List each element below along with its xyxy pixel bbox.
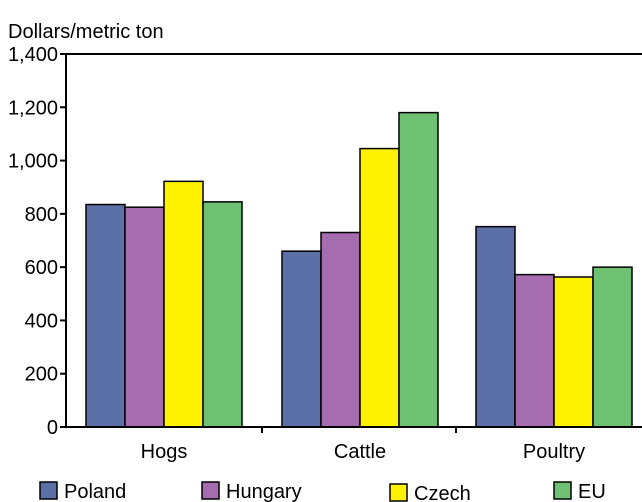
legend-label-poland: Poland bbox=[64, 481, 126, 502]
legend: Poland Hungary Czech EU bbox=[39, 481, 606, 502]
legend-swatch-eu bbox=[553, 481, 572, 500]
bars-layer bbox=[85, 111, 633, 428]
bar-cattle-poland bbox=[281, 250, 322, 428]
y-tick-label: 400 bbox=[25, 310, 58, 332]
y-axis-label: Dollars/metric ton bbox=[8, 21, 164, 43]
legend-swatch-czech bbox=[389, 483, 408, 502]
bar-poultry-hungary bbox=[514, 273, 555, 428]
y-tick-label: 200 bbox=[25, 364, 58, 386]
legend-label-eu: EU bbox=[578, 481, 606, 502]
y-tick-label: 1,400 bbox=[8, 44, 58, 66]
bar-hogs-eu bbox=[202, 201, 243, 428]
bar-cattle-hungary bbox=[320, 231, 361, 428]
bar-hogs-hungary bbox=[124, 206, 165, 428]
y-tick-label: 0 bbox=[47, 417, 58, 439]
bar-poultry-eu bbox=[592, 266, 633, 428]
y-tick-label: 1,000 bbox=[8, 151, 58, 173]
y-tick-label: 800 bbox=[25, 204, 58, 226]
x-tick-label-poultry: Poultry bbox=[523, 441, 585, 463]
legend-swatch-hungary bbox=[201, 481, 220, 500]
bar-cattle-eu bbox=[398, 111, 439, 428]
bar-poultry-poland bbox=[475, 225, 516, 428]
bar-hogs-poland bbox=[85, 203, 126, 428]
bar-hogs-czech bbox=[163, 180, 204, 428]
axes-layer: 0 200 400 600 800 1,000 1,200 1,400 Hogs Cattle Po… bbox=[8, 44, 642, 463]
x-tick-label-hogs: Hogs bbox=[141, 441, 188, 463]
bar-poultry-czech bbox=[553, 276, 594, 428]
legend-label-hungary: Hungary bbox=[226, 481, 302, 502]
bar-cattle-czech bbox=[359, 147, 400, 428]
legend-swatch-poland bbox=[39, 481, 58, 500]
x-tick-label-cattle: Cattle bbox=[334, 441, 386, 463]
y-tick-label: 1,200 bbox=[8, 97, 58, 119]
y-tick-label: 600 bbox=[25, 257, 58, 279]
legend-label-czech: Czech bbox=[414, 483, 471, 502]
